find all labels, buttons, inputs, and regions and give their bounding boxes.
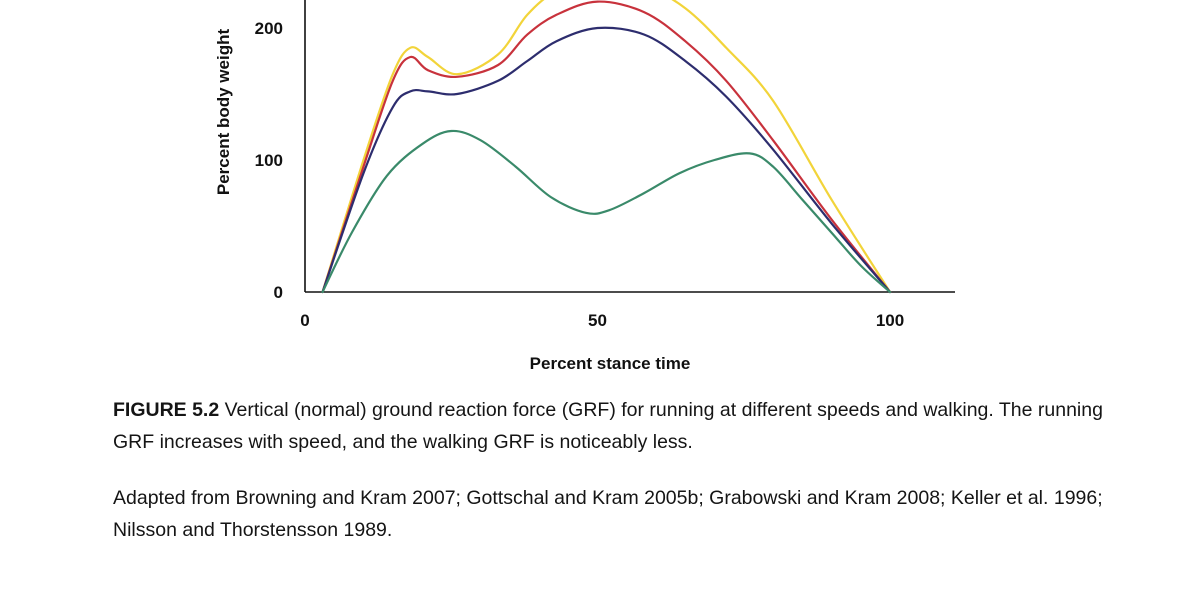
- x-tick-label: 100: [876, 311, 904, 330]
- series-line-3: [321, 26, 892, 294]
- figure-caption: FIGURE 5.2 Vertical (normal) ground reac…: [113, 394, 1123, 458]
- series-line-4: [321, 129, 892, 294]
- y-tick-label: 0: [274, 283, 283, 302]
- series-line-1: [321, 0, 892, 294]
- x-tick-label: 50: [588, 311, 607, 330]
- tick-layer: 0 50 100 0 100 200: [255, 19, 905, 330]
- source-credit: Adapted from Browning and Kram 2007; Got…: [113, 487, 1103, 541]
- figure-caption-text: Vertical (normal) ground reaction force …: [113, 399, 1103, 453]
- x-axis-title: Percent stance time: [530, 354, 691, 373]
- series-line-2: [321, 0, 892, 294]
- figure-label: FIGURE 5.2: [113, 399, 220, 421]
- y-tick-label: 100: [255, 151, 283, 170]
- y-axis-title: Percent body weight: [214, 29, 233, 196]
- y-tick-label: 200: [255, 19, 283, 38]
- series-layer: [321, 0, 892, 294]
- x-tick-label: 0: [300, 311, 309, 330]
